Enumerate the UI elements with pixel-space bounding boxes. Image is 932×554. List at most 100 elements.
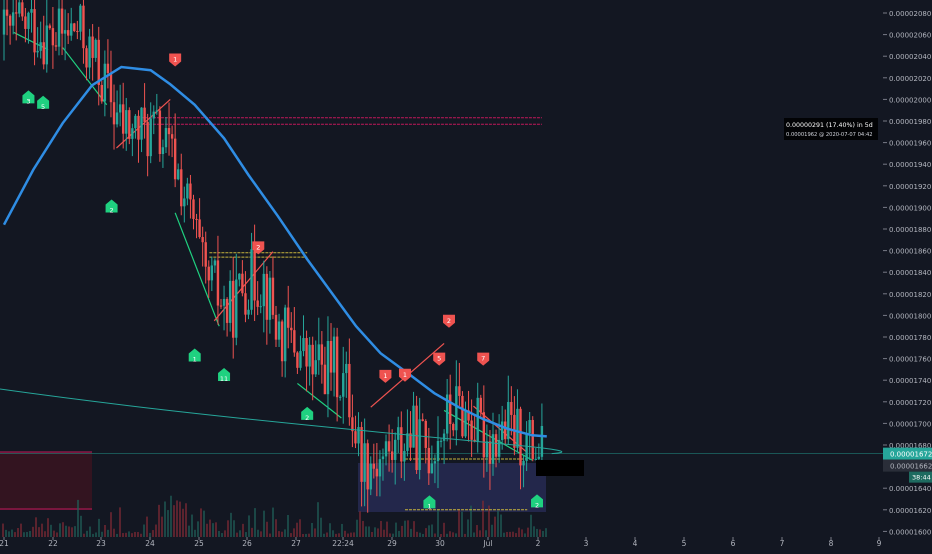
buy-arrow-shape [105,199,118,213]
candle-body [42,42,45,65]
candle-body [528,419,531,434]
candle-body [311,344,314,375]
volume-bar [29,530,31,537]
volume-bar [125,532,127,537]
volume-bar [17,527,19,537]
buy-signal-marker[interactable]: 2 [105,199,118,214]
candle-body [180,169,183,207]
volume-bar [152,530,154,537]
candle-body [455,386,458,431]
volume-bar [98,518,100,537]
candle-body [91,36,94,58]
volume-bar [353,532,355,537]
candle-body [348,363,351,418]
volume-bar [155,524,157,537]
buy-signal-count: 5 [41,103,45,111]
buy-signal-marker[interactable]: 2 [531,494,544,509]
candle-body [210,265,214,281]
volume-bar [230,512,232,537]
price-tick-label: 0.00001880 [889,226,931,234]
sell-signal-marker[interactable]: 1 [379,369,392,383]
candle-body [30,9,33,13]
volume-bar [383,529,385,537]
buy-signal-marker[interactable]: 3 [22,90,35,105]
sell-arrow-shape [252,241,265,255]
candle-body [363,443,366,482]
volume-bar [149,532,151,537]
buy-signal-marker[interactable]: 2 [301,406,314,422]
volume-bar [416,531,418,537]
buy-signal-marker[interactable]: 5 [37,95,50,111]
volume-bar [515,533,517,537]
time-tick-label: Jul [482,539,492,548]
price-tick-label: 0.00001860 [889,248,931,256]
candle-body [97,39,100,85]
volume-bar [134,531,136,537]
candle-body [241,273,244,294]
range-box [358,463,546,512]
volume-bar [188,525,190,537]
volume-bar [128,531,130,537]
volume-bar [455,533,457,537]
volume-bar [86,530,88,537]
candle-body [103,63,107,102]
candle-body [494,434,498,457]
candle-body [143,107,146,122]
sell-signal-count: 2 [447,317,451,325]
volume-bar [377,528,379,537]
volume-bar [35,517,37,537]
volume-bar [239,530,241,537]
volume-bar [53,530,55,537]
candle-body [244,293,247,315]
volume-bar [509,531,511,537]
last-price-tag[interactable] [883,447,932,460]
candle-body [525,433,528,461]
buy-signal-marker[interactable]: 11 [218,367,231,383]
volume-bar [392,533,394,537]
volume-bar [446,533,448,537]
buy-signal-marker[interactable]: 1 [188,348,201,364]
volume-bar [335,533,337,537]
candle-body [73,23,76,32]
sell-signal-marker[interactable]: 2 [252,241,265,255]
sell-signal-marker[interactable]: 1 [398,368,411,382]
buy-signal-count: 11 [220,375,228,383]
time-tick-label: 7 [780,539,785,548]
candle-body [66,30,70,36]
candle-body [381,456,385,460]
volume-bar [530,514,532,537]
buy-signal-marker[interactable]: 1 [423,495,436,510]
sell-signal-marker[interactable]: 5 [433,352,446,366]
volume-bar [422,533,424,537]
candle-body [430,463,434,474]
volume-bar [296,522,298,537]
sell-signal-marker[interactable]: 1 [169,53,182,67]
candle-body [424,420,427,448]
price-tick-label: 0.00001960 [889,140,931,148]
volume-bar [380,520,382,537]
candle-body [296,352,299,368]
volume-bar [203,510,205,537]
candle-body [195,218,198,220]
volume-bar [254,508,256,537]
candle-body [504,421,507,440]
volume-bar [323,533,325,537]
volume-bar [119,507,121,537]
red-zone [0,452,92,510]
candle-body [519,408,522,466]
candle-body [112,102,116,125]
volume-bar [68,526,70,537]
time-tick-label: 21 [0,539,9,548]
candle-body [412,405,415,448]
time-tick-label: 26 [242,539,252,548]
candle-body [63,30,67,34]
candle-body [18,2,21,14]
candle-body [427,447,431,474]
candle-body [274,314,278,340]
sell-signal-marker[interactable]: 2 [442,314,455,328]
sell-signal-marker[interactable]: 7 [477,352,490,366]
candle-body [39,42,42,51]
volume-bar [212,523,214,537]
